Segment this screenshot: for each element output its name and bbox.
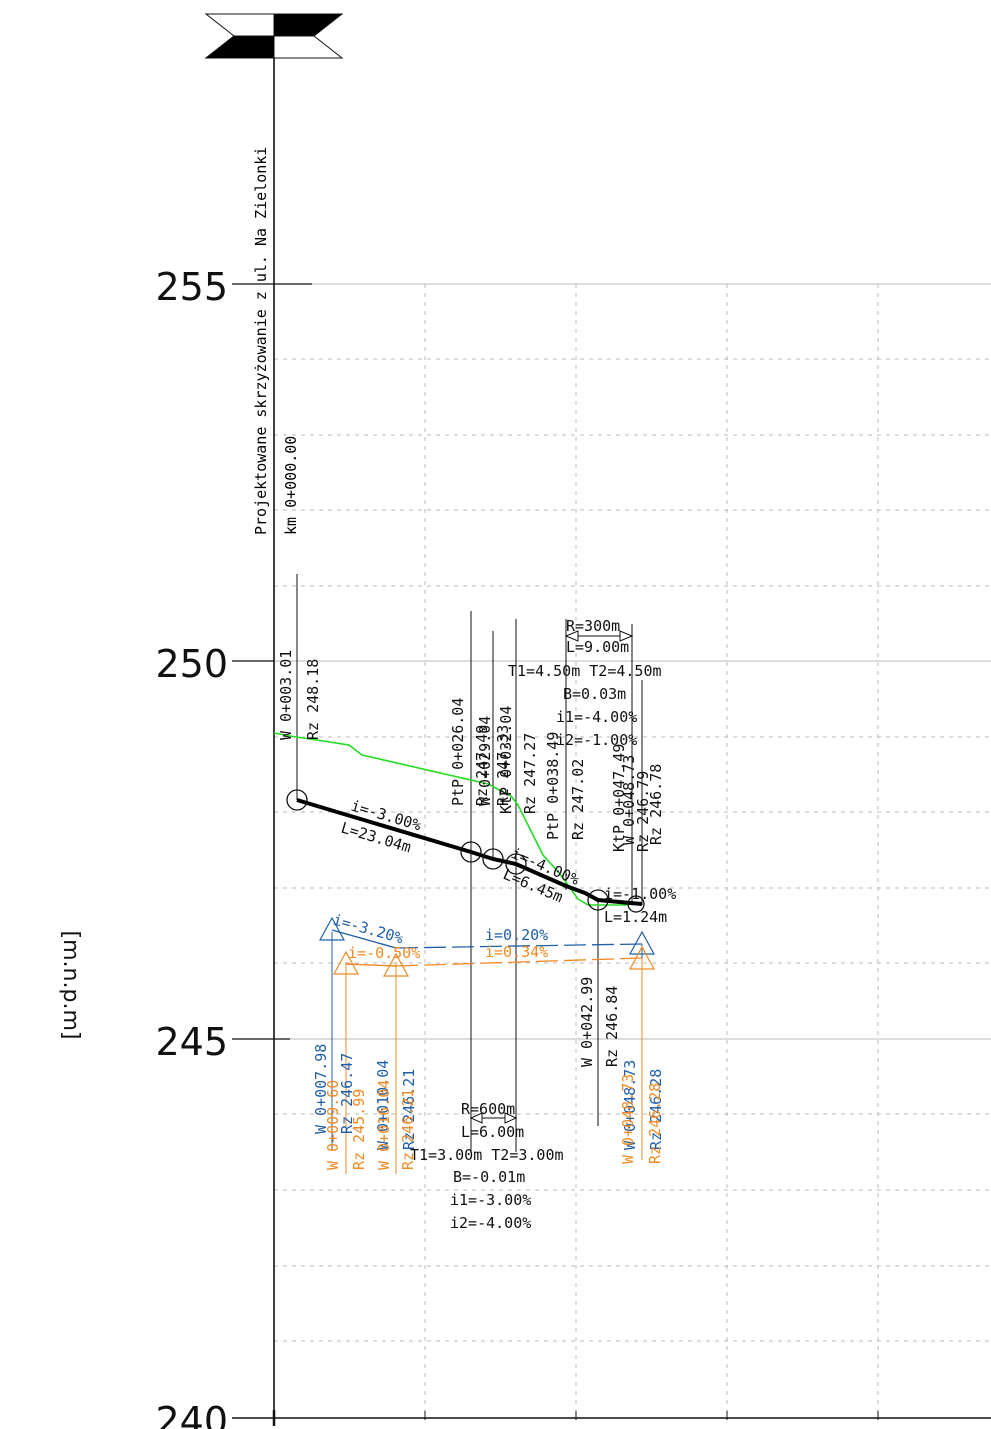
orange-labels: i=-0.50% i=0.34% W 0+009.60 Rz 245.99 W … [324, 943, 664, 1170]
vc1-t-label: T1=3.00m T2=3.00m [410, 1146, 564, 1164]
vc2-i2-label: i2=-1.00% [556, 731, 637, 749]
blue-rz1-label: Rz 246.47 [338, 1053, 356, 1134]
blue-rz2-label: Rz 246.21 [400, 1069, 418, 1150]
station-lines [296, 574, 643, 1152]
title-label: Projektowane skrzyżowanie z ul. Na Zielo… [252, 147, 270, 535]
ktp1-label: KtP 0+032.04 [497, 706, 515, 814]
orange-triangle-right-icon [628, 945, 656, 970]
start-marker-icon [204, 13, 344, 59]
blue-grade-a-label: i=-3.20% [331, 911, 405, 948]
ptp1-label: PtP 0+026.04 [449, 698, 467, 806]
orange-profile [332, 945, 656, 1174]
rz-ptp1-label: Rz 247.49 [473, 725, 491, 806]
vertex-w1 [286, 789, 308, 811]
vertex-ptp1 [460, 841, 482, 863]
vc2-r-label: R=300m [566, 617, 620, 635]
terrain-line [273, 732, 643, 906]
vc2-i1-label: i1=-4.00% [556, 708, 637, 726]
design-profile-line [296, 798, 643, 906]
vc1-i2-label: i2=-4.00% [450, 1214, 531, 1232]
vc1-b-label: B=-0.01m [453, 1168, 525, 1186]
orange-grade-a-label: i=-0.50% [348, 944, 420, 962]
w1-rz-label: Rz 248.18 [304, 659, 322, 740]
vertex-w2 [482, 848, 504, 870]
blue-rz3-label: Rz 246.28 [647, 1069, 665, 1150]
orange-triangle-left-icon [332, 950, 360, 975]
rz-ktp2-label: Rz 246.79 [634, 771, 652, 852]
w3-station-label: W 0+042.99 [578, 977, 596, 1067]
ptp2-label: PtP 0+038.49 [544, 732, 562, 840]
vc1-r-label: R=600m [461, 1100, 515, 1118]
chainage-start-label: km 0+000.00 [282, 436, 300, 535]
vc1-i1-label: i1=-3.00% [450, 1191, 531, 1209]
w2-station-label: W 0+029.04 [476, 716, 494, 806]
y-tick-250: 250 [155, 642, 228, 686]
grid [274, 283, 991, 1416]
vertex-end [627, 895, 645, 913]
blue-w1-label: W 0+007.98 [312, 1044, 330, 1134]
length3-label: L=1.24m [604, 908, 667, 926]
orange-rz1-label: Rz 245.99 [350, 1089, 368, 1170]
rz-end-label: Rz 246.78 [647, 764, 665, 845]
orange-rz2-label: Rz 246.21 [399, 1089, 417, 1170]
ktp2-label: KtP 0+047.49 [610, 744, 628, 852]
rz-ktp1-label: Rz 247.27 [521, 733, 539, 814]
y-tick-255: 255 [155, 265, 228, 309]
vc2-dimension [564, 630, 634, 642]
w2-rz-label: Rz 247.33 [494, 725, 512, 806]
orange-triangle-mid-icon [382, 952, 410, 977]
w1-station-label: W 0+003.01 [277, 650, 295, 740]
vc1-dimension [469, 1112, 518, 1124]
w3-rz-label: Rz 246.84 [603, 986, 621, 1067]
vc1-l-label: L=6.00m [461, 1123, 524, 1141]
vertex-w3 [587, 889, 609, 911]
vc2-l-label: L=9.00m [566, 638, 629, 656]
unit-label: [m.n.p.m] [58, 931, 83, 1040]
vertex-ktp1 [505, 853, 527, 875]
grade3-label: i=-1.00% [604, 885, 676, 903]
blue-w3-label: W 0+048.73 [621, 1060, 639, 1150]
minor-grid [274, 284, 991, 1416]
y-tick-240: 240 [155, 1399, 228, 1429]
orange-w3-label: W 0+048.73 [619, 1074, 637, 1164]
vertex-markers [286, 789, 645, 913]
blue-labels: i=-3.20% i=0.20% W 0+007.98 Rz 246.47 W … [312, 911, 665, 1150]
end-station-label: W 0+048.73 [620, 755, 638, 845]
blue-triangle-left-icon [318, 916, 346, 941]
station-labels: W 0+003.01 Rz 248.18 PtP 0+026.04 Rz 247… [277, 650, 665, 1067]
vc2-t-label: T1=4.50m T2=4.50m [508, 662, 662, 680]
blue-grade-b-label: i=0.20% [485, 926, 548, 944]
blue-w2-label: W 0+010.04 [374, 1060, 392, 1150]
orange-w2-label: W 0+016.04 [375, 1080, 393, 1170]
orange-w1-label: W 0+009.60 [324, 1080, 342, 1170]
blue-triangle-right-icon [628, 930, 656, 955]
y-axis [232, 14, 991, 1426]
rz-ptp2-label: Rz 247.02 [569, 759, 587, 840]
orange-rz3-label: Rz 246.28 [646, 1083, 664, 1164]
vc2-b-label: B=0.03m [563, 685, 626, 703]
y-tick-245: 245 [155, 1020, 228, 1064]
orange-grade-b-label: i=0.34% [485, 943, 548, 961]
